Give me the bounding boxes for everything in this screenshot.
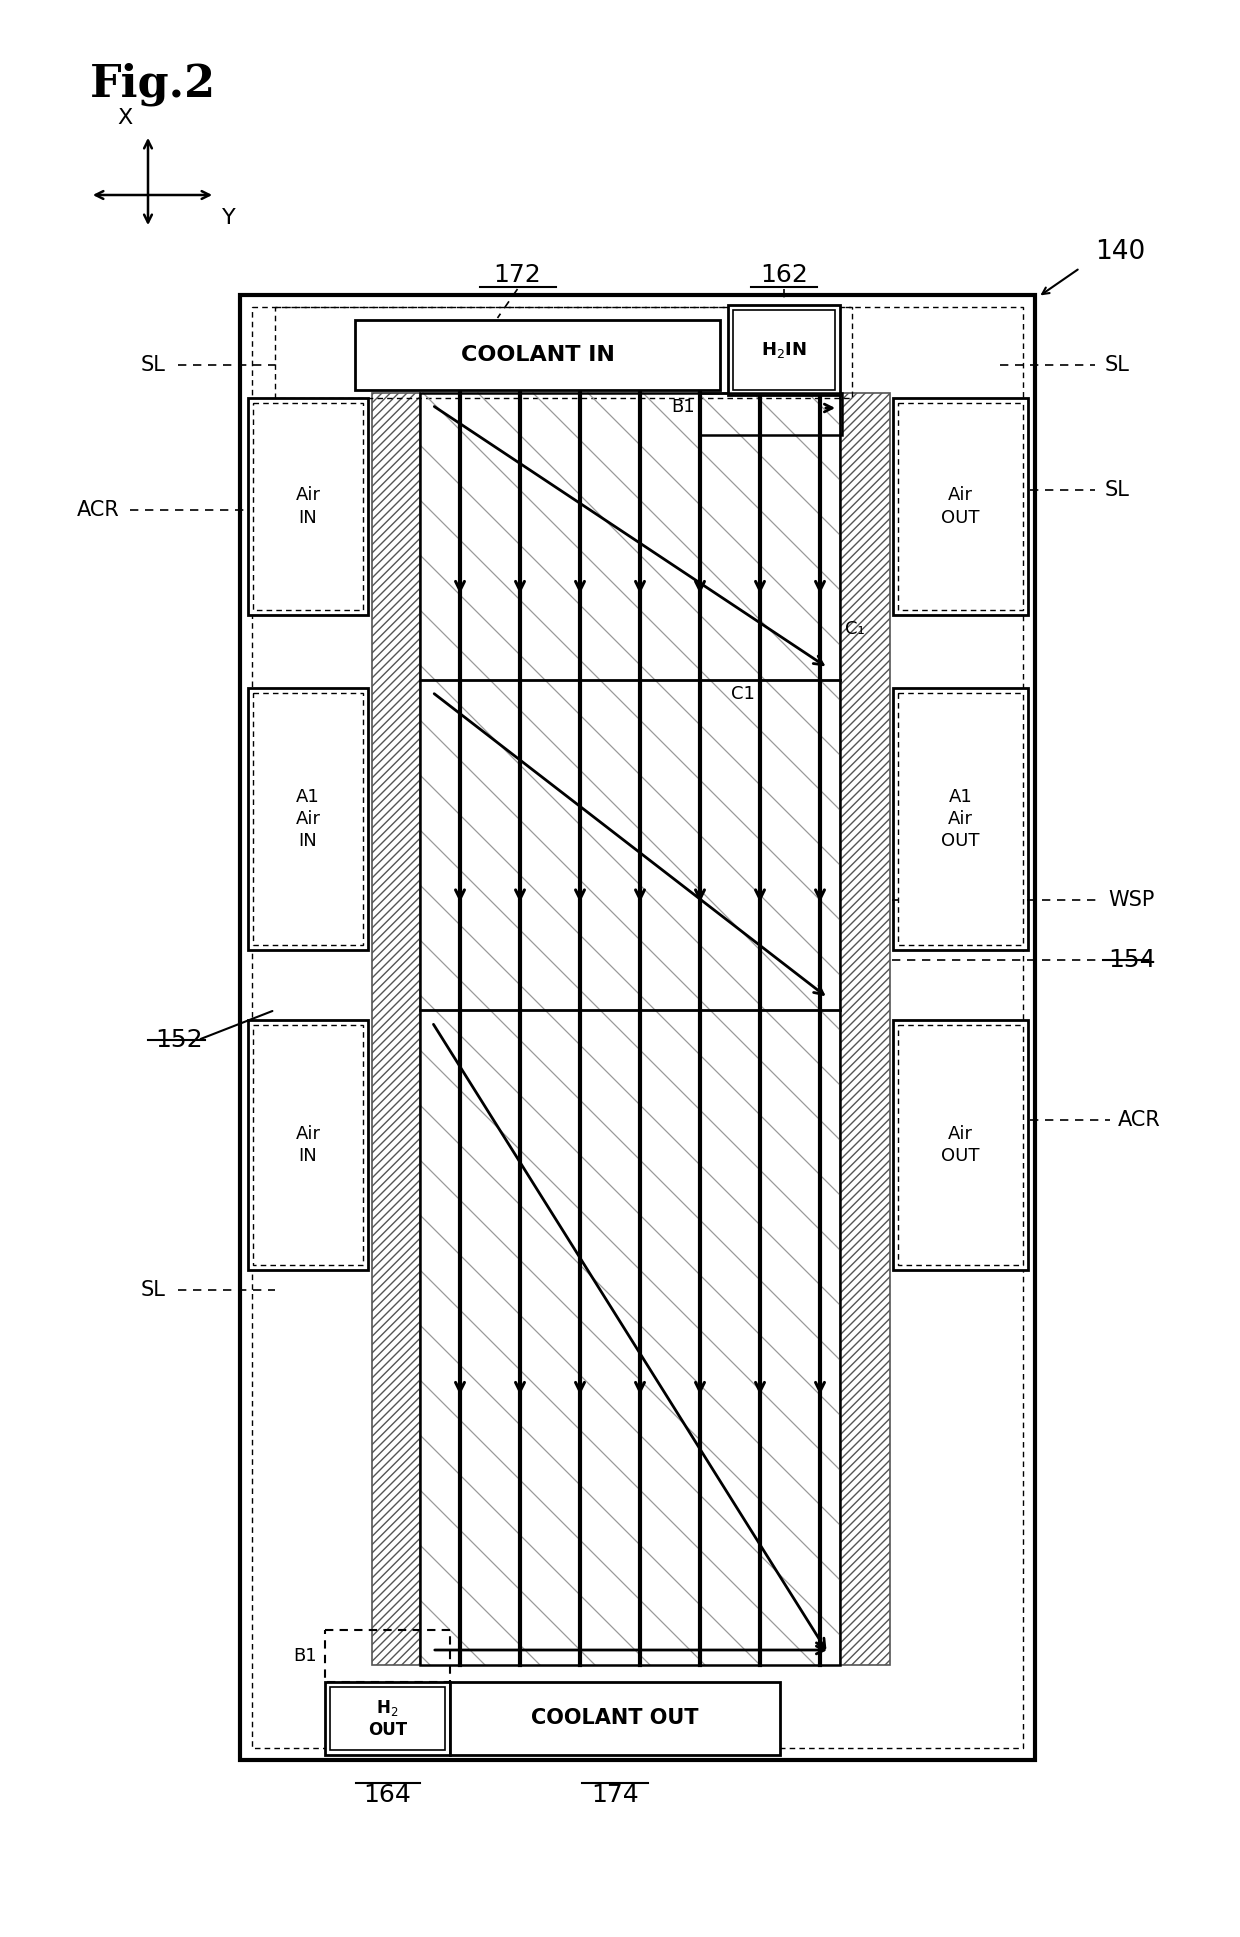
Text: H$_2$IN: H$_2$IN xyxy=(761,341,807,360)
Bar xyxy=(420,393,839,1666)
Bar xyxy=(898,693,1023,945)
Bar xyxy=(733,310,835,389)
Bar xyxy=(253,1025,363,1265)
Text: B1: B1 xyxy=(294,1646,317,1666)
Text: H$_2$
OUT: H$_2$ OUT xyxy=(368,1699,407,1739)
Bar xyxy=(893,688,1028,949)
Bar xyxy=(330,1687,445,1749)
Bar xyxy=(248,688,368,949)
Bar xyxy=(898,1025,1023,1265)
Bar xyxy=(450,1681,780,1755)
Text: SL: SL xyxy=(140,1280,165,1300)
Text: 154: 154 xyxy=(1109,947,1156,972)
Text: WSP: WSP xyxy=(1109,889,1154,910)
Text: 164: 164 xyxy=(363,1782,412,1807)
Bar xyxy=(325,1631,450,1681)
Text: 172: 172 xyxy=(494,263,542,287)
Bar xyxy=(893,397,1028,616)
Text: Fig.2: Fig.2 xyxy=(91,62,216,105)
Bar xyxy=(253,403,363,610)
Bar xyxy=(248,397,368,616)
Text: Air
OUT: Air OUT xyxy=(941,1125,980,1164)
Text: B1: B1 xyxy=(671,397,694,416)
Text: ACR: ACR xyxy=(1118,1110,1161,1129)
Text: Air
IN: Air IN xyxy=(295,1125,320,1164)
Text: X: X xyxy=(118,108,133,128)
Bar xyxy=(701,393,842,436)
Text: SL: SL xyxy=(1105,480,1130,500)
Text: Air
OUT: Air OUT xyxy=(941,486,980,527)
Bar xyxy=(839,393,890,1666)
Text: 174: 174 xyxy=(591,1782,639,1807)
Bar xyxy=(275,306,852,397)
Bar xyxy=(325,1681,450,1755)
Bar xyxy=(252,306,1023,1747)
Bar xyxy=(372,393,420,1666)
Text: 152: 152 xyxy=(155,1029,202,1052)
Text: SL: SL xyxy=(140,354,165,376)
Text: COOLANT OUT: COOLANT OUT xyxy=(531,1708,699,1728)
Text: C₁: C₁ xyxy=(844,620,864,637)
Text: SL: SL xyxy=(1105,354,1130,376)
Text: Air
IN: Air IN xyxy=(295,486,320,527)
Text: A1
Air
IN: A1 Air IN xyxy=(295,788,320,850)
Text: COOLANT IN: COOLANT IN xyxy=(460,345,615,364)
Text: A1
Air
OUT: A1 Air OUT xyxy=(941,788,980,850)
Bar xyxy=(253,693,363,945)
Text: 162: 162 xyxy=(760,263,808,287)
Bar xyxy=(893,1021,1028,1271)
Bar xyxy=(355,320,720,389)
Bar xyxy=(241,294,1035,1761)
Text: ACR: ACR xyxy=(77,500,120,519)
Text: 140: 140 xyxy=(1095,238,1146,265)
Bar xyxy=(728,304,839,395)
Text: C1: C1 xyxy=(732,686,755,703)
Bar xyxy=(898,403,1023,610)
Bar xyxy=(248,1021,368,1271)
Text: Y: Y xyxy=(222,207,236,229)
